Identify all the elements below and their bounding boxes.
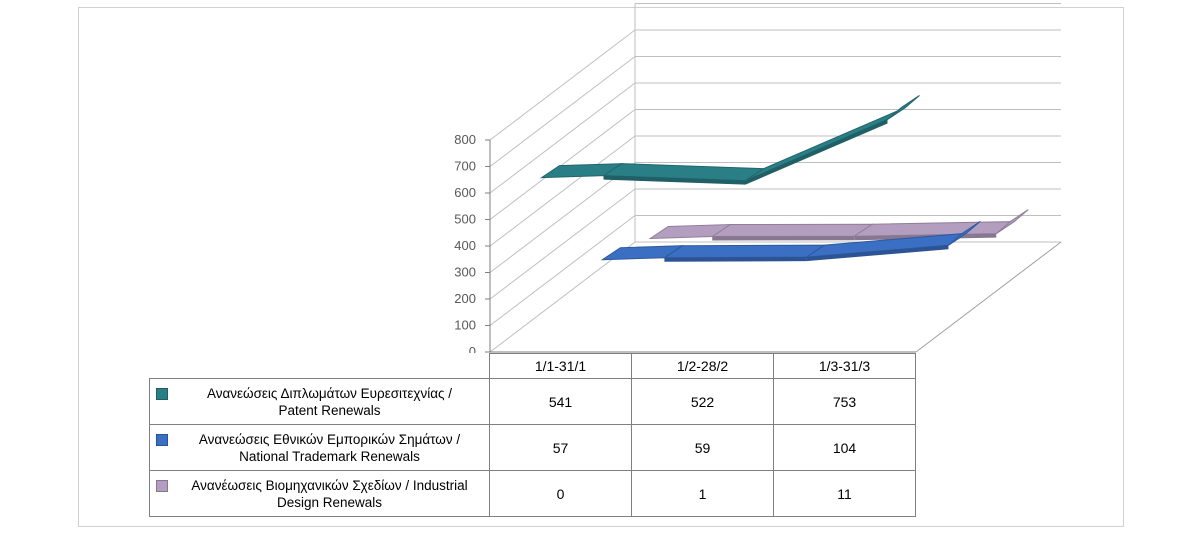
series-name: Ανανεώσεις Εθνικών Εμπορικών Σημάτων / (198, 431, 461, 447)
series-ribbon-edge (712, 236, 855, 241)
y-tick-label: 100 (454, 318, 476, 333)
side-gridline (489, 29, 636, 141)
y-tick-label: 0 (469, 344, 476, 359)
table-cell-value: 57 (489, 424, 632, 471)
legend-swatch-trademark (156, 433, 168, 446)
series-name: National Trademark Renewals (239, 448, 420, 464)
series-label-design: Ανανέωσεις Βιομηχανικών Σχεδίων / Indust… (149, 470, 490, 517)
side-gridline (489, 241, 636, 353)
table-row-design: Ανανέωσεις Βιομηχανικών Σχεδίων / Indust… (149, 470, 916, 517)
table-corner (149, 353, 490, 379)
category-header: 1/2-28/2 (631, 353, 774, 379)
series-ribbon-cap (539, 163, 624, 179)
series-name: Patent Renewals (278, 402, 381, 418)
table-row-patent: Ανανεώσεις Διπλωμάτων Ευρεσιτεχνίας / Pa… (149, 378, 916, 425)
y-tick-label: 800 (454, 132, 476, 147)
table-cell-value: 541 (489, 378, 632, 425)
side-gridline (489, 135, 636, 247)
side-gridline (489, 56, 636, 167)
category-header: 1/1-31/1 (489, 353, 632, 379)
table-row-trademark: Ανανεώσεις Εθνικών Εμπορικών Σημάτων / N… (149, 424, 916, 471)
table-cell-value: 0 (489, 470, 632, 517)
series-ribbon-top (710, 223, 874, 238)
y-tick-label: 200 (454, 291, 476, 306)
series-ribbon-cap (600, 245, 685, 261)
series-ribbon-top (745, 106, 906, 182)
series-ribbon-top (662, 244, 827, 259)
table-cell-value: 59 (631, 424, 774, 471)
table-cell-value: 753 (773, 378, 916, 425)
legend-swatch-design (156, 479, 168, 492)
series-label-trademark: Ανανεώσεις Εθνικών Εμπορικών Σημάτων / N… (149, 424, 490, 471)
side-gridline (489, 162, 636, 273)
series-ribbon-cap (948, 220, 981, 246)
series-name: Design Renewals (276, 494, 383, 510)
table-cell-value: 522 (631, 378, 774, 425)
side-gridline (489, 188, 636, 300)
series-ribbon-edge (745, 119, 888, 185)
series-ribbon-cap (995, 209, 1029, 235)
series-ribbon-edge (664, 257, 807, 262)
table-cell-value: 11 (773, 470, 916, 517)
y-tick-label: 500 (454, 212, 476, 227)
y-tick-label: 400 (454, 238, 476, 253)
y-tick-label: 300 (454, 265, 476, 280)
side-gridline (489, 82, 636, 194)
series-name: Ανανεώσεις Διπλωμάτων Ευρεσιτεχνίας / (206, 385, 453, 401)
side-gridline (489, 109, 636, 220)
table-cell-value: 1 (631, 470, 774, 517)
data-table: 1/1-31/1 1/2-28/2 1/3-31/3 Ανανεώσεις Δι… (149, 353, 916, 517)
side-gridline (489, 215, 636, 326)
table-header-row: 1/1-31/1 1/2-28/2 1/3-31/3 (149, 353, 916, 379)
series-label-patent: Ανανεώσεις Διπλωμάτων Ευρεσιτεχνίας / Pa… (149, 378, 490, 425)
legend-swatch-patent (156, 387, 168, 400)
series-name: Ανανέωσεις Βιομηχανικών Σχεδίων / Indust… (191, 477, 468, 493)
series-ribbon-edge (603, 175, 746, 185)
category-header: 1/3-31/3 (773, 353, 916, 379)
series-ribbon-cap (887, 95, 920, 120)
y-tick-label: 700 (454, 159, 476, 174)
floor-edge (915, 241, 1062, 353)
series-ribbon-cap (648, 223, 732, 240)
series-ribbon-edge (806, 245, 949, 262)
y-tick-label: 600 (454, 185, 476, 200)
table-cell-value: 104 (773, 424, 916, 471)
